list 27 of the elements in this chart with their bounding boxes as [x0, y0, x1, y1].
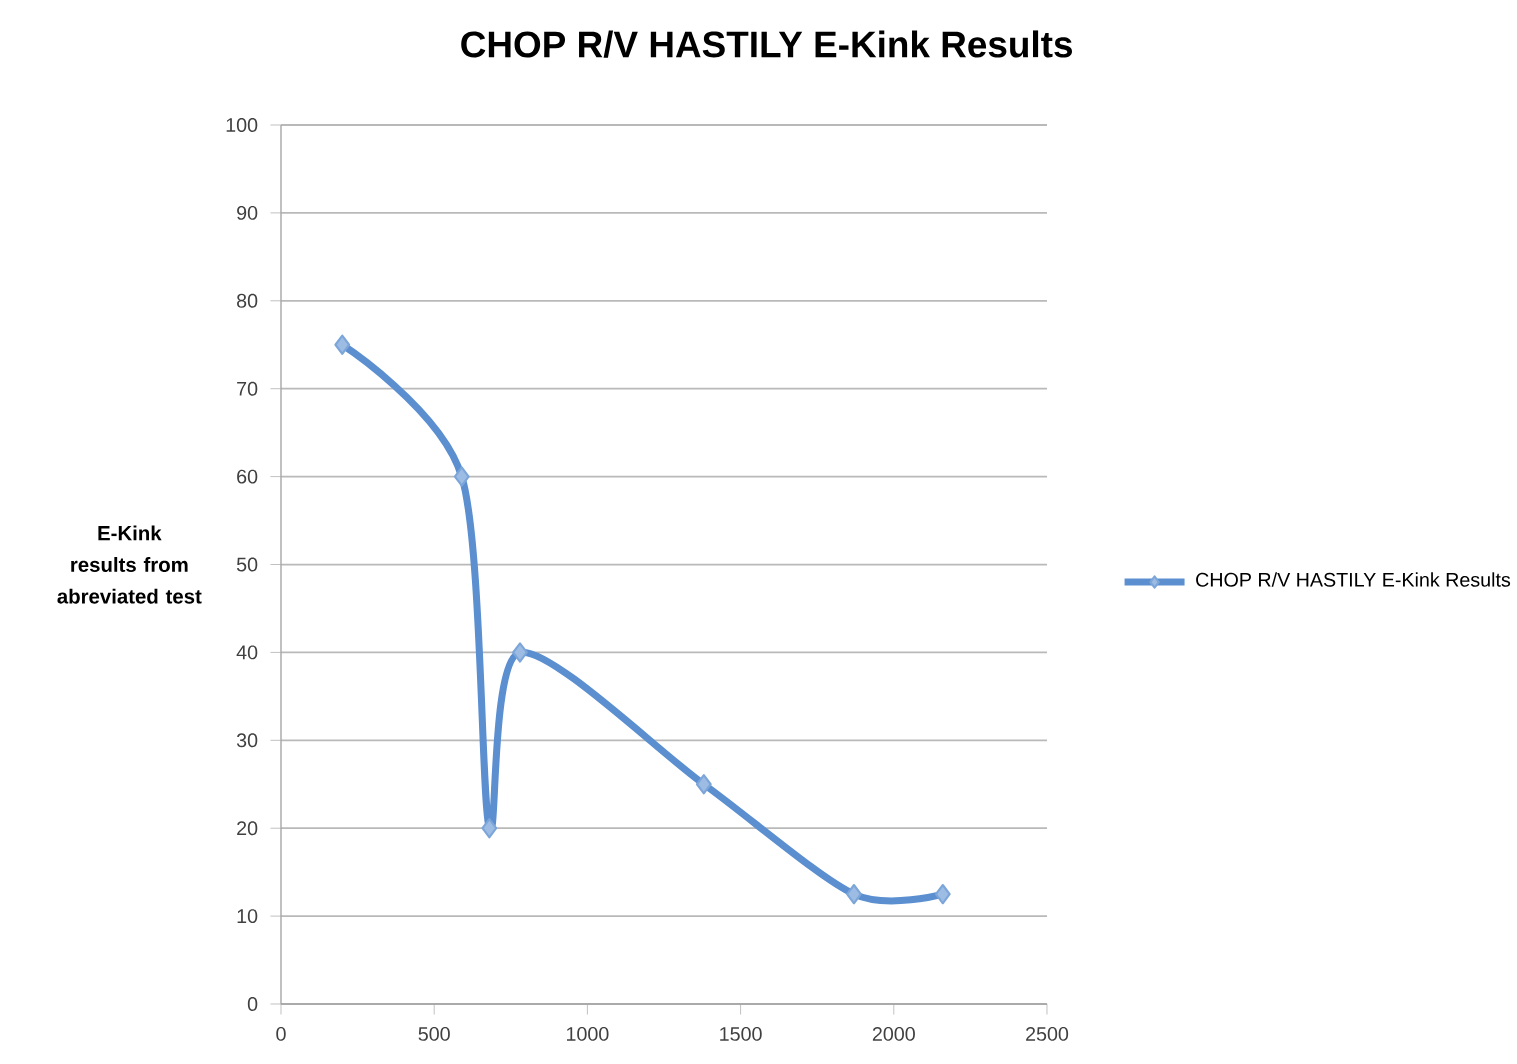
point [512, 642, 528, 663]
x-tick-label: 1500 [720, 1026, 762, 1041]
point [453, 466, 470, 487]
x-tick-label: 500 [418, 1026, 450, 1041]
y-tick-label: 30 [236, 733, 258, 748]
point [846, 883, 862, 905]
y-axis-title: E-Kink results from abreviated test [57, 525, 202, 604]
point [481, 818, 498, 839]
y-tick-label: 50 [236, 557, 258, 572]
chart-title: CHOP R/V HASTILY E-Kink Results [461, 30, 1072, 58]
y-tick-label: 60 [237, 469, 258, 484]
point [695, 774, 712, 795]
y-tick-label: 0 [247, 997, 258, 1011]
x-tick-label: 0 [276, 1026, 286, 1041]
y-tick-label: 10 [237, 909, 258, 924]
legend-label: CHOP R/V HASTILY E-Kink Results [1196, 572, 1511, 587]
point [934, 883, 951, 905]
x-tick-label: 2500 [1026, 1026, 1069, 1041]
x-tick-label: 1000 [566, 1026, 609, 1041]
y-tick-label: 90 [237, 205, 258, 220]
y-tick-label: 70 [237, 381, 258, 396]
y-tick-label: 80 [237, 293, 258, 308]
x-tick-label: 2000 [872, 1026, 915, 1041]
y-tick-label: 20 [237, 821, 258, 836]
point [334, 334, 351, 355]
y-tick-label: 40 [236, 645, 258, 660]
y-tick-label: 100 [226, 118, 258, 132]
